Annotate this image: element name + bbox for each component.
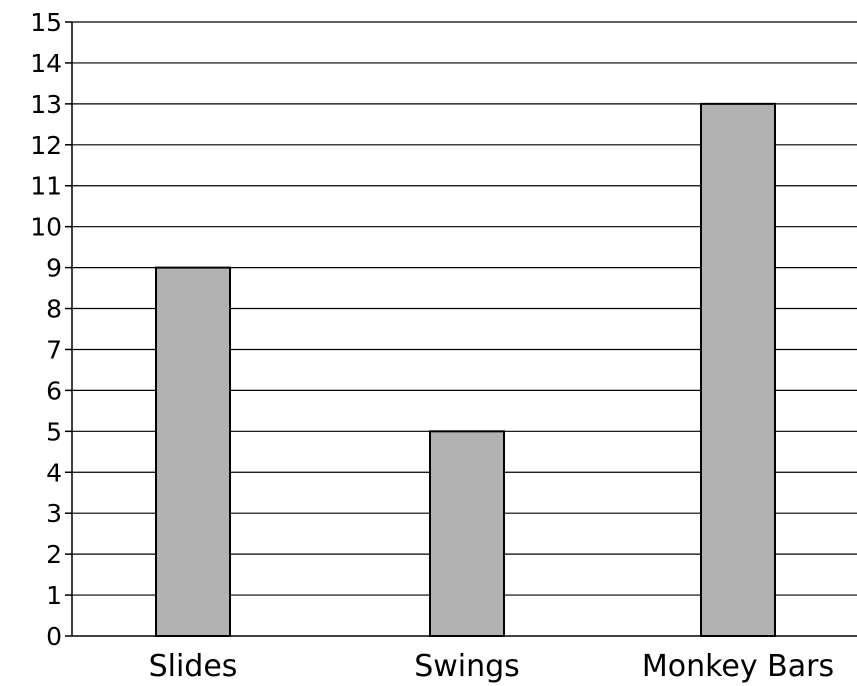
x-category-label: Slides xyxy=(149,649,238,684)
x-category-label: Monkey Bars xyxy=(642,649,834,684)
bar-monkey-bars xyxy=(700,102,776,638)
y-tick-label: 14 xyxy=(30,49,62,78)
bars xyxy=(155,102,776,638)
y-tick-label: 15 xyxy=(30,8,62,37)
y-tick-label: 12 xyxy=(30,131,62,160)
y-tick-label: 9 xyxy=(46,254,62,283)
y-tick-label: 5 xyxy=(46,417,62,446)
y-tick-label: 10 xyxy=(30,213,62,242)
y-tick-label: 0 xyxy=(46,622,62,651)
bar-swings xyxy=(429,430,505,638)
y-tick-label: 6 xyxy=(46,376,62,405)
bar-slides xyxy=(155,266,231,637)
y-tick-label: 13 xyxy=(30,90,62,119)
y-tick-label: 4 xyxy=(46,458,62,487)
y-tick-label: 3 xyxy=(46,499,62,528)
y-tick-label: 8 xyxy=(46,295,62,324)
x-category-label: Swings xyxy=(414,649,520,684)
y-tick-label: 1 xyxy=(46,581,62,610)
y-tick-label: 2 xyxy=(46,540,62,569)
x-category-labels: Slides Swings Monkey Bars xyxy=(149,649,835,684)
y-tick-label: 11 xyxy=(30,172,62,201)
y-tick-label: 7 xyxy=(46,335,62,364)
